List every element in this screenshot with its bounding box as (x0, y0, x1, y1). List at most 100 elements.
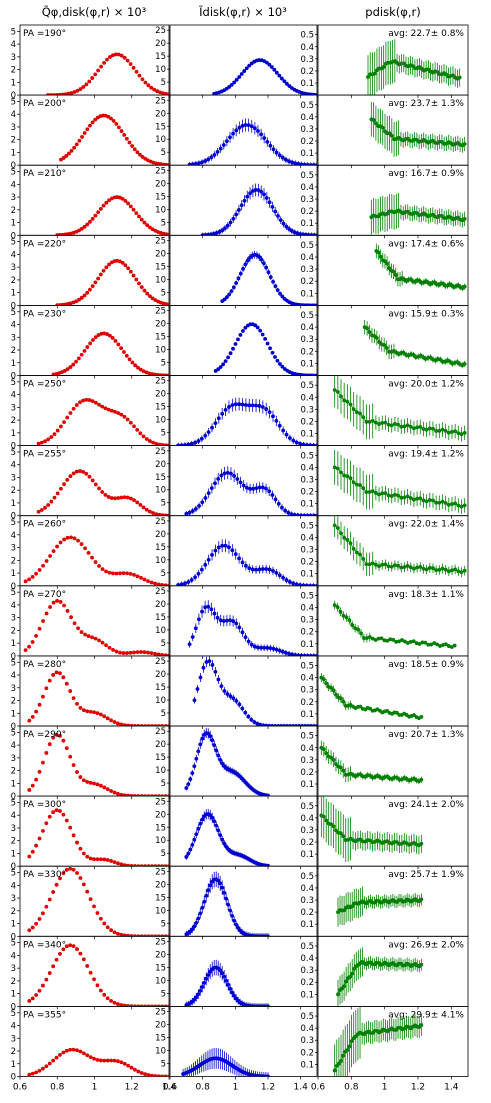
data-point (90, 399, 95, 404)
data-point (97, 402, 101, 407)
data-point (156, 724, 161, 727)
data-point (64, 154, 69, 158)
data-point (64, 818, 69, 823)
data-point (247, 63, 252, 68)
data-point (133, 1004, 137, 1007)
data-point (156, 934, 161, 937)
data-point (44, 611, 49, 616)
y-tick-label: 3 (11, 894, 16, 904)
y-tick-label: 0.1 (300, 430, 314, 440)
data-point (186, 442, 191, 446)
y-tick-label: 2 (11, 837, 16, 847)
data-point (136, 794, 141, 797)
data-point (126, 1004, 131, 1007)
data-point (196, 439, 201, 443)
series-line (321, 815, 422, 846)
data-point (268, 346, 272, 351)
y-tick-label: 10 (155, 626, 166, 636)
data-point (69, 535, 73, 540)
y-tick-label: 25 (155, 867, 166, 877)
data-point (277, 73, 282, 78)
data-point (282, 79, 287, 84)
data-point (30, 640, 35, 644)
y-tick-label: 4 (11, 250, 16, 260)
data-point (196, 749, 201, 754)
series-q (36, 469, 169, 516)
y-tick-label: 0.5 (300, 451, 314, 461)
data-point (195, 687, 200, 691)
y-tick-label: 3 (11, 53, 16, 63)
y-tick-label: 5 (11, 869, 16, 879)
data-point (264, 486, 268, 491)
data-point (287, 227, 292, 231)
data-point (218, 881, 223, 886)
data-point (88, 780, 93, 785)
data-point (96, 68, 101, 73)
data-point (260, 567, 265, 571)
data-point (231, 346, 235, 351)
y-tick-label: 0.4 (300, 954, 314, 964)
data-point (129, 1004, 134, 1007)
data-point (139, 794, 144, 797)
data-point (224, 618, 229, 623)
avg-label: avg: 20.7± 1.3% (388, 730, 464, 740)
panel-i-200: 5 10 15 20 25 (155, 94, 318, 169)
y-tick-label: 20 (155, 670, 166, 680)
series-p (319, 673, 424, 721)
data-point (220, 543, 225, 548)
y-tick-label: 5 (11, 168, 16, 178)
data-point (234, 212, 239, 217)
data-point (105, 57, 109, 62)
data-point (81, 708, 86, 713)
panel-q-260: 0 1 2 3 4 5 PA =260° (11, 515, 170, 592)
data-point (79, 295, 84, 300)
data-point (78, 469, 82, 473)
data-point (264, 723, 269, 727)
data-point (305, 653, 310, 656)
data-point (102, 992, 107, 997)
y-tick-label: 10 (155, 696, 166, 706)
data-point (244, 485, 249, 490)
y-tick-label: 5 (11, 238, 16, 248)
column-title-q: Q̃φ,disk(φ,r) × 10³ (42, 5, 147, 19)
y-tick-label: 20 (155, 740, 166, 750)
data-point (281, 428, 286, 433)
data-point (161, 373, 166, 376)
data-point (41, 563, 45, 568)
data-point (299, 162, 304, 166)
data-point (249, 124, 254, 129)
data-point (129, 723, 134, 727)
data-point (232, 993, 237, 998)
data-point (163, 794, 168, 797)
series-q (23, 598, 169, 656)
data-point (112, 1058, 117, 1063)
data-point (90, 120, 95, 125)
y-tick-label: 5 (11, 588, 16, 598)
data-point (251, 486, 256, 491)
data-point (235, 477, 240, 481)
data-point (302, 513, 307, 516)
data-point (126, 1063, 131, 1068)
y-tick-label: 20 (155, 530, 166, 540)
data-point (75, 1048, 79, 1053)
data-point (278, 362, 282, 366)
y-tick-label: 0.1 (300, 780, 314, 790)
data-point (77, 297, 81, 302)
data-point (242, 198, 247, 203)
data-point (47, 971, 52, 975)
data-point (240, 706, 245, 711)
y-tick-label: 0.1 (300, 710, 314, 720)
y-tick-label: 25 (155, 377, 166, 387)
data-point (71, 471, 76, 476)
x-tick-label: 1 (92, 1083, 98, 1093)
data-point (81, 882, 86, 887)
data-point (296, 653, 301, 656)
data-point (141, 434, 146, 439)
data-point (308, 443, 313, 446)
data-point (98, 1058, 103, 1063)
data-point (125, 58, 130, 63)
data-point (252, 644, 257, 649)
data-point (150, 296, 155, 301)
panel-q-280: 0 1 2 3 4 5 PA =280° (11, 655, 170, 732)
data-point (95, 983, 100, 988)
